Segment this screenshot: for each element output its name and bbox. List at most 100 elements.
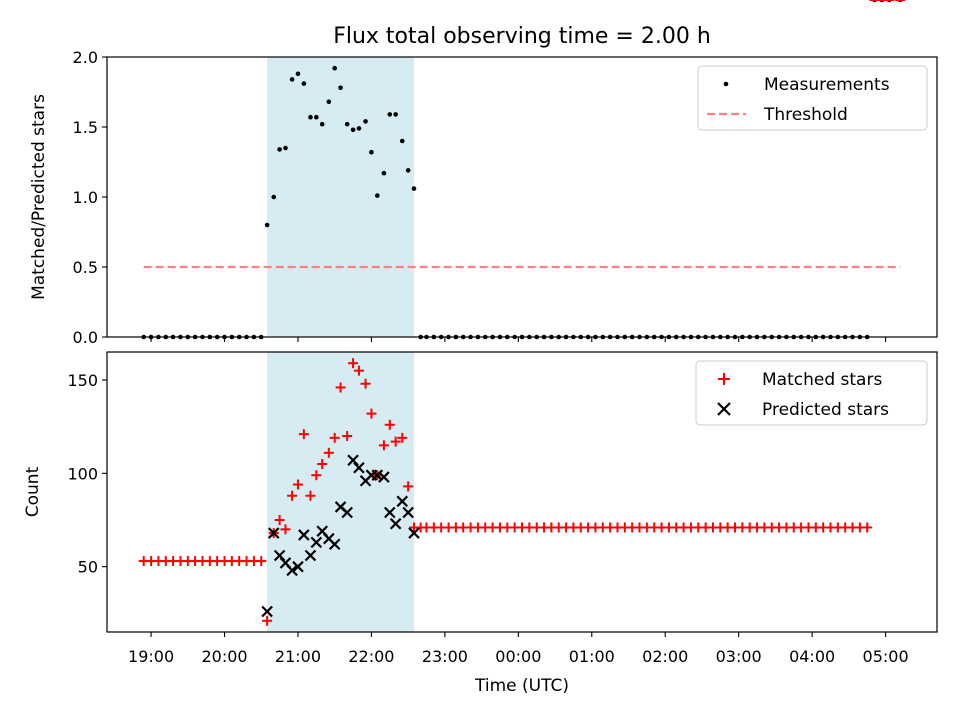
measurement-point xyxy=(283,145,288,151)
predicted-point xyxy=(384,506,396,519)
matched-point xyxy=(862,522,873,533)
matched-point xyxy=(287,490,298,501)
observing-window-span xyxy=(267,57,415,337)
y-axis-label-count: Count xyxy=(23,466,43,517)
x-tick-label: 01:00 xyxy=(569,647,615,666)
predicted-point xyxy=(402,506,414,519)
predicted-point xyxy=(310,536,323,549)
matched-point xyxy=(280,524,291,535)
series-predicted-stars xyxy=(261,454,420,618)
matched-point xyxy=(274,515,285,525)
legend-dot-icon xyxy=(723,81,729,87)
y-tick-label: 0.0 xyxy=(73,328,98,347)
y-tick-label: 2.0 xyxy=(73,48,98,67)
measurement-point xyxy=(411,186,417,191)
ratio-panel: 0.0 0.5 1.0 1.5 2.0 Measurements Threshold xyxy=(73,0,938,347)
measurement-point xyxy=(314,114,319,120)
matched-point xyxy=(262,615,273,626)
measurement-point xyxy=(393,112,398,117)
measurement-point xyxy=(301,81,307,86)
measurement-point xyxy=(381,170,387,176)
measurement-point xyxy=(295,71,301,77)
predicted-point xyxy=(378,471,390,483)
matched-point xyxy=(329,432,340,443)
y-tick-label: 1.0 xyxy=(73,188,98,207)
matched-point xyxy=(397,432,408,443)
matched-point xyxy=(384,419,395,430)
matched-point xyxy=(366,408,377,419)
observing-window-span xyxy=(267,352,415,632)
measurement-point xyxy=(387,112,393,117)
predicted-point xyxy=(408,527,420,539)
x-tick-label: 23:00 xyxy=(422,647,468,666)
measurement-point xyxy=(338,85,343,91)
measurement-point xyxy=(319,121,325,127)
predicted-point xyxy=(396,495,409,508)
count-panel: 50 100 150 19:00 20:00 21:00 22:00 23:00 00:00 01… xyxy=(67,0,938,666)
y-tick-label: 150 xyxy=(67,371,98,390)
measurement-point xyxy=(405,168,411,173)
x-tick-label: 02:00 xyxy=(642,647,688,666)
measurement-point xyxy=(375,193,380,198)
legend-entry: Measurements xyxy=(723,75,890,95)
predicted-point xyxy=(328,538,341,551)
measurement-point xyxy=(332,65,337,71)
series-matched-stars xyxy=(138,0,906,626)
predicted-point xyxy=(389,517,402,530)
x-axis-label: Time (UTC) xyxy=(474,676,569,696)
legend: Measurements Threshold xyxy=(697,65,928,131)
matched-point xyxy=(256,556,267,567)
axes-frame xyxy=(106,351,938,633)
matched-point xyxy=(323,447,334,458)
predicted-point xyxy=(292,560,304,573)
measurement-point xyxy=(326,99,332,105)
x-tick-label: 22:00 xyxy=(348,647,394,666)
measurement-point xyxy=(356,126,362,131)
legend: Matched stars Predicted stars xyxy=(695,360,928,426)
predicted-point xyxy=(371,469,384,481)
x-tick-label: 00:00 xyxy=(495,647,541,666)
matched-point xyxy=(305,490,316,501)
matched-point xyxy=(348,358,359,369)
matched-point xyxy=(378,440,389,451)
measurement-point xyxy=(264,222,270,228)
measurement-point xyxy=(271,194,277,200)
predicted-point xyxy=(353,461,365,474)
legend-label: Predicted stars xyxy=(762,400,889,420)
predicted-point xyxy=(347,454,359,467)
x-tick-label: 03:00 xyxy=(716,647,762,666)
x-tick-label: 19:00 xyxy=(128,647,174,666)
predicted-point xyxy=(273,549,286,562)
matched-point xyxy=(292,479,303,490)
measurement-point xyxy=(289,77,295,82)
y-tick-label: 1.5 xyxy=(73,118,98,137)
matched-point xyxy=(360,378,371,389)
measurement-point xyxy=(308,114,313,120)
matched-point xyxy=(335,382,346,393)
predicted-point xyxy=(298,529,310,541)
legend-entry: Threshold xyxy=(707,105,848,125)
y-tick-label: 0.5 xyxy=(73,258,98,277)
x-tick-label: 20:00 xyxy=(201,647,247,666)
x-tick-label: 21:00 xyxy=(275,647,321,666)
matched-point xyxy=(342,431,353,441)
measurement-point xyxy=(363,119,368,124)
predicted-point xyxy=(304,549,317,562)
legend-label: Measurements xyxy=(764,75,890,95)
measurement-point xyxy=(277,147,282,152)
legend-label: Threshold xyxy=(763,105,848,125)
measurement-point xyxy=(399,138,405,144)
matched-point xyxy=(353,365,364,376)
y-axis-label-ratio: Matched/Predicted stars xyxy=(29,94,49,300)
matched-point xyxy=(311,470,322,481)
x-tick-label: 05:00 xyxy=(863,647,909,666)
legend-label: Matched stars xyxy=(762,370,882,390)
matched-point xyxy=(403,481,414,492)
y-tick-label: 100 xyxy=(67,464,98,483)
predicted-point xyxy=(261,605,273,618)
measurement-point xyxy=(344,121,350,127)
measurement-point xyxy=(369,149,374,155)
legend-entry: Matched stars xyxy=(718,370,882,390)
y-tick-label: 50 xyxy=(78,558,98,577)
